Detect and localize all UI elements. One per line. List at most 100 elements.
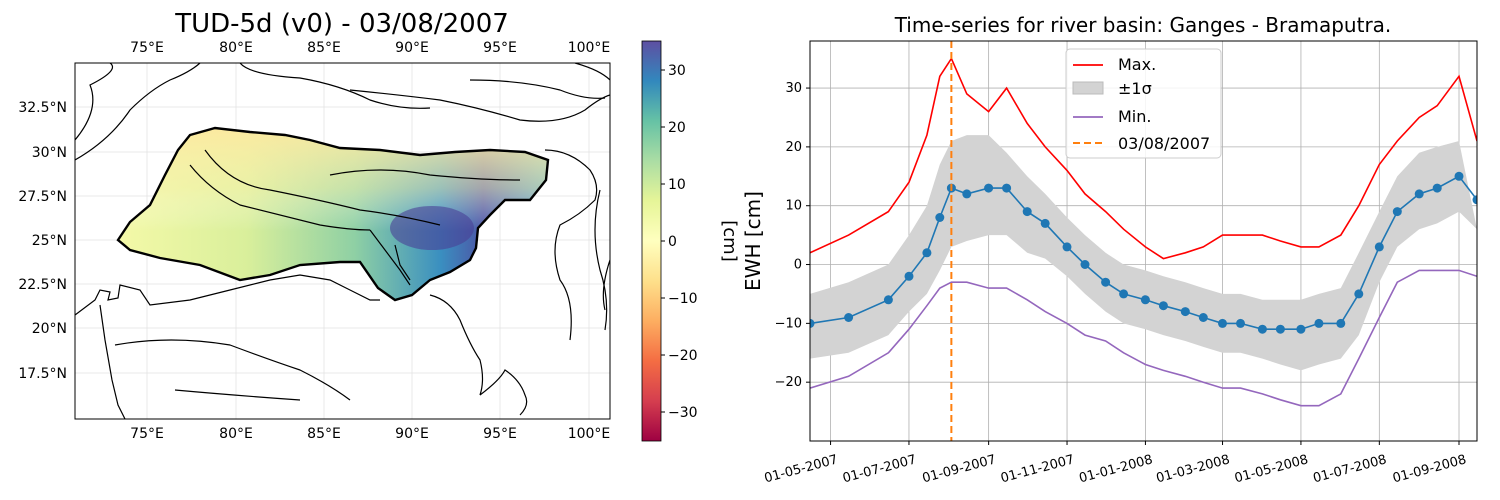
- legend-sigma-label: ±1σ: [1118, 79, 1152, 98]
- lat-tick: 17.5°N: [18, 366, 67, 382]
- y-axis-label: EWH [cm]: [741, 191, 765, 291]
- colorbar-tick: 0: [668, 234, 677, 250]
- map-axes: [74, 62, 611, 420]
- lon-tick-top: 75°E: [130, 40, 164, 56]
- legend: Max. ±1σ Min. 03/08/2007: [1065, 48, 1222, 159]
- lon-tick-bottom: 85°E: [307, 426, 341, 442]
- x-tick-label: 01-09-2008: [1391, 452, 1468, 486]
- mean-series-markers: [810, 171, 1477, 334]
- mean-data-point: [962, 189, 972, 199]
- lon-tick-bottom: 80°E: [219, 426, 253, 442]
- lon-tick-bottom: 90°E: [395, 426, 429, 442]
- map-lon-ticks-bottom: 75°E 80°E 85°E 90°E 95°E 100°E: [130, 426, 610, 442]
- lon-tick-bottom: 95°E: [483, 426, 517, 442]
- colorbar-label: [cm]: [719, 220, 740, 261]
- colorbar-tick: 30: [668, 63, 686, 79]
- y-tick-label: 20: [785, 140, 802, 155]
- x-tick-label: 01-03-2008: [1155, 452, 1232, 486]
- mean-data-point: [1354, 289, 1364, 299]
- colorbar-tick: −10: [668, 291, 698, 307]
- mean-data-point: [1218, 318, 1227, 328]
- colorbar-tick: 20: [668, 120, 686, 136]
- y-tick-label: −10: [775, 316, 802, 331]
- mean-data-point: [1454, 171, 1464, 181]
- colorbar-tick: −20: [668, 348, 698, 364]
- mean-data-point: [1180, 307, 1190, 317]
- mean-series-line: [810, 175, 1477, 330]
- mean-data-point: [1296, 324, 1306, 334]
- mean-data-point: [984, 183, 994, 193]
- y-tick-label: 30: [785, 81, 802, 96]
- x-tick-label: 01-05-2007: [763, 452, 840, 486]
- mean-data-point: [1392, 207, 1402, 217]
- mean-data-point: [904, 271, 914, 281]
- x-tick-label: 01-11-2007: [999, 452, 1076, 486]
- mean-data-point: [1002, 183, 1012, 193]
- x-tick-label: 01-05-2008: [1233, 452, 1310, 486]
- mean-data-point: [1432, 183, 1442, 193]
- lat-tick: 20°N: [32, 321, 67, 337]
- colorbar-tick: 10: [668, 177, 686, 193]
- x-tick-label: 01-09-2007: [921, 452, 998, 486]
- mean-data-point: [1414, 189, 1424, 199]
- mean-data-point: [1101, 277, 1111, 287]
- lat-tick: 25°N: [32, 233, 67, 249]
- lon-tick-top: 85°E: [307, 40, 341, 56]
- lon-tick-top: 80°E: [219, 40, 253, 56]
- mean-data-point: [1158, 301, 1168, 311]
- coastlines: [75, 63, 610, 419]
- basin-outline: [116, 126, 550, 302]
- colorbar-tick: −30: [668, 405, 698, 421]
- lon-tick-top: 100°E: [568, 40, 611, 56]
- mean-data-point: [1374, 242, 1384, 252]
- mean-data-point: [844, 313, 854, 322]
- sigma-band: [810, 135, 1477, 371]
- mean-data-point: [883, 295, 893, 305]
- legend-max-label: Max.: [1118, 55, 1156, 74]
- y-tick-label: 10: [785, 199, 802, 214]
- map-title: TUD-5d (v0) - 03/08/2007: [174, 9, 509, 39]
- mean-data-point: [1062, 242, 1072, 252]
- mean-data-point: [935, 213, 945, 222]
- mean-data-point: [1198, 313, 1208, 322]
- x-tick-label: 01-01-2008: [1078, 452, 1155, 486]
- min-series-line: [810, 269, 1477, 407]
- x-tick-labels: 01-05-2007 01-07-2007 01-09-2007 01-11-2007…: [763, 441, 1468, 486]
- mean-data-point: [1040, 218, 1050, 228]
- colorbar: 30 20 10 0 −10 −20 −30 [cm]: [641, 40, 740, 442]
- y-tick-label: −20: [775, 375, 802, 390]
- mean-data-point: [1022, 207, 1032, 217]
- mean-data-point: [1236, 318, 1245, 328]
- max-series-line: [810, 56, 1477, 260]
- mean-data-point: [1275, 324, 1285, 334]
- x-tick-label: 01-07-2007: [841, 452, 918, 486]
- colorbar-gradient: [641, 40, 662, 442]
- mean-data-point: [922, 248, 932, 258]
- mean-data-point: [810, 318, 815, 328]
- mean-data-point: [1336, 318, 1346, 328]
- mean-data-point: [1119, 289, 1129, 299]
- mean-data-point: [1080, 260, 1090, 269]
- lat-tick: 22.5°N: [18, 277, 67, 293]
- map-lon-ticks-top: 75°E 80°E 85°E 90°E 95°E 100°E: [130, 40, 610, 56]
- lon-tick-bottom: 100°E: [568, 426, 611, 442]
- y-tick-label: 0: [794, 258, 802, 273]
- legend-date-label: 03/08/2007: [1118, 134, 1210, 153]
- x-tick-label: 01-07-2008: [1311, 452, 1388, 486]
- mean-data-point: [1257, 324, 1267, 334]
- lon-tick-top: 90°E: [395, 40, 429, 56]
- lat-tick: 32.5°N: [18, 100, 67, 116]
- chart-title: Time-series for river basin: Ganges - Br…: [894, 13, 1392, 37]
- mean-data-point: [1314, 318, 1324, 328]
- lat-tick: 30°N: [32, 145, 67, 161]
- y-tick-labels: 30 20 10 0 −10 −20: [775, 81, 810, 390]
- legend-sigma-swatch: [1072, 81, 1104, 95]
- lon-tick-top: 95°E: [483, 40, 517, 56]
- legend-min-label: Min.: [1118, 107, 1151, 126]
- map-lat-ticks: 32.5°N 30°N 27.5°N 25°N 22.5°N 20°N 17.5…: [18, 100, 67, 382]
- mean-data-point: [1140, 295, 1150, 305]
- mean-data-point: [1472, 195, 1477, 205]
- lon-tick-bottom: 75°E: [130, 426, 164, 442]
- lat-tick: 27.5°N: [18, 189, 67, 205]
